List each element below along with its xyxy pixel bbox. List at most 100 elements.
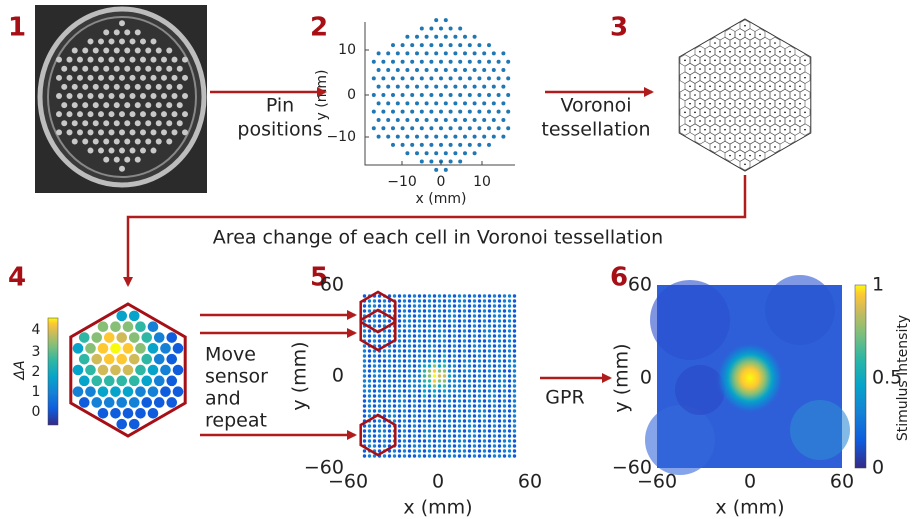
pin-dot [376,68,381,73]
pin-dot [463,151,467,156]
cell-dot [160,386,171,397]
scan-dot [417,419,422,423]
scan-dot [467,344,472,348]
scan-dot [437,429,442,433]
scan-dot [447,324,452,328]
pin-dot [501,134,506,139]
scan-dot [432,344,437,348]
scan-dot [377,429,382,433]
pin-dot [443,51,448,56]
voronoi-seed [764,94,766,96]
cell-dot [128,418,140,430]
scan-dot [502,444,507,448]
scan-dot [452,399,457,403]
scan-dot [367,384,372,388]
scan-dot [437,364,442,368]
photo-pin [124,65,131,72]
scan-dot [442,389,447,393]
pin-dot [439,43,443,48]
scan-dot [482,389,487,393]
scan-dot [412,354,417,358]
scan-dot [467,299,472,303]
y-axis-label: y (mm) [314,70,330,121]
scan-dot [412,304,417,308]
pin-dot [506,76,511,81]
pin-dot [429,159,434,164]
scan-dot [447,399,452,403]
photo-pin [182,129,188,136]
cell-dot [78,375,90,387]
voronoi-seed [734,111,736,114]
scan-dot [377,324,382,328]
scan-dot [402,419,407,423]
colorbar-tick-label: 4 [32,322,41,338]
scan-dot [407,449,412,453]
scan-dot [362,349,367,353]
scan-dot [422,324,427,328]
scan-dot [412,399,417,403]
photo-pin [166,120,173,127]
voronoi-seed [709,137,711,140]
scan-dot [487,299,492,303]
scan-dot [477,314,482,318]
scan-dot [477,354,482,358]
scan-dot [492,359,497,363]
scan-dot [412,414,417,418]
pin-dot [491,101,496,106]
scan-dot [382,434,387,438]
scan-dot [417,339,422,343]
photo-pin [129,111,136,118]
scan-dot [387,334,392,338]
photo-pin [150,147,157,154]
scan-dot [402,384,407,388]
cell-dot [153,375,165,387]
scan-dot [502,334,507,338]
scan-dot [477,369,482,373]
photo-pin [129,93,136,99]
scan-dot [467,394,472,398]
scan-dot [427,419,432,423]
scan-dot [407,369,412,373]
scan-dot [477,399,482,403]
scan-dot [457,309,462,313]
scan-dot [442,414,447,418]
photo-pin [103,102,110,109]
voronoi-seed [779,50,781,53]
pin-dot [434,84,439,89]
scan-dot [512,424,517,428]
arrow-label: Area change of each cell in Voronoi tess… [213,227,663,249]
scan-dot [492,449,497,453]
voronoi-seed [764,59,766,62]
pin-dot [419,126,424,131]
scan-dot [472,344,477,348]
scan-dot [387,409,392,413]
photo-pin [140,74,146,81]
voronoi-seed [779,137,781,140]
photo-pin [103,138,110,145]
cell-dot [122,408,134,419]
scan-dot [372,439,377,443]
pin-dot [439,126,443,131]
voronoi-seed [684,94,686,96]
photo-pin [161,93,167,99]
scan-dot [437,449,442,453]
panel-number: 3 [610,13,628,43]
scan-dot [417,369,422,373]
photo-pin [155,83,162,90]
scan-dot [382,349,387,353]
scan-dot [452,304,457,308]
scan-dot [397,309,402,313]
scan-dot [362,414,367,418]
x-tick-label: −10 [387,174,417,190]
scan-dot [457,379,462,383]
colorbar [854,284,867,469]
photo-pin [140,56,146,63]
pin-dot [429,43,434,48]
scan-dot [487,439,492,443]
scan-dot [502,439,507,443]
scan-dot [372,409,377,413]
scan-dot [442,434,447,438]
scan-dot [487,364,492,368]
photo-pin [171,111,178,118]
scan-dot [442,329,447,333]
